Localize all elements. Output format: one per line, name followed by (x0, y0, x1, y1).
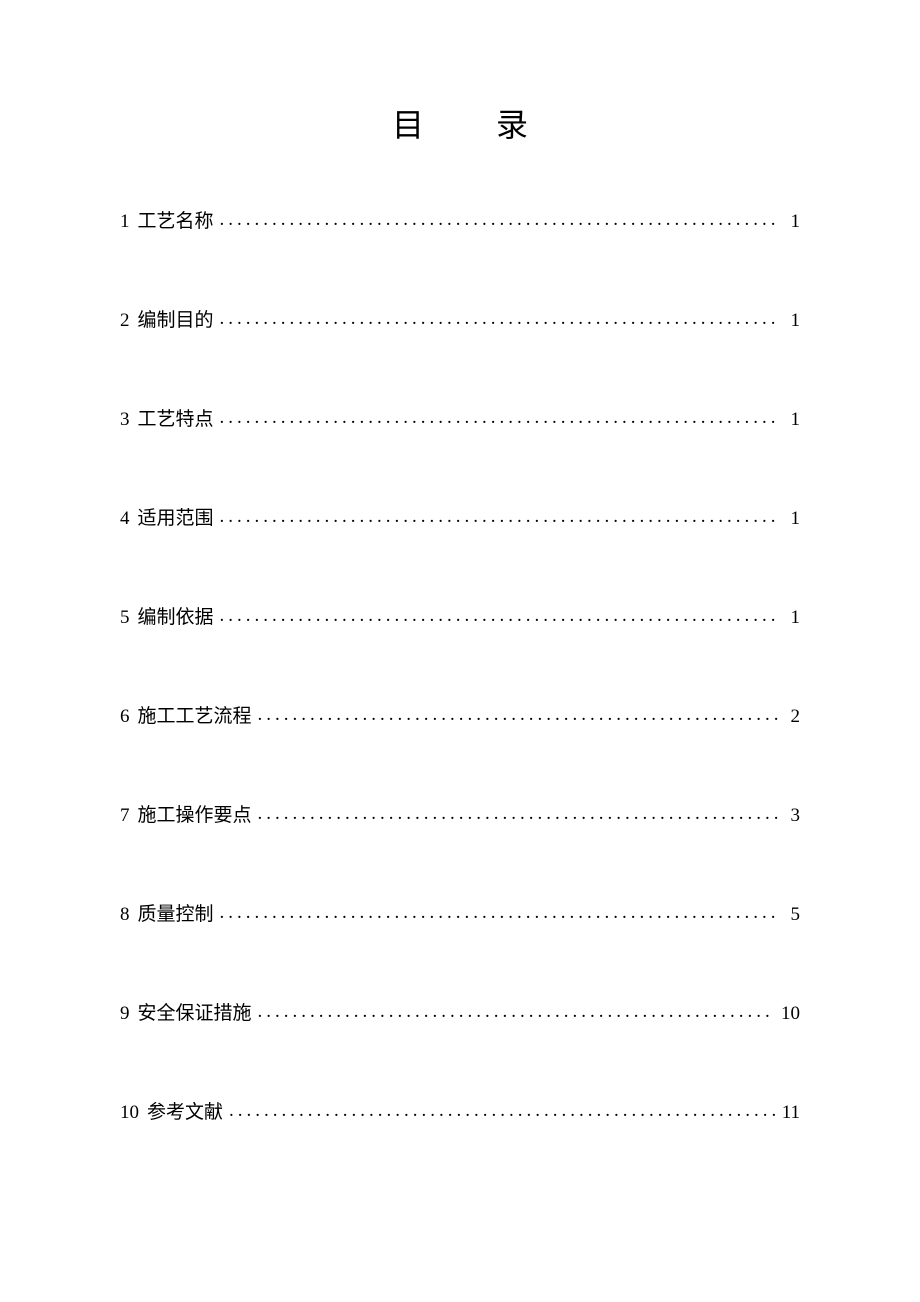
toc-entry-page: 5 (784, 904, 800, 926)
toc-dot-leader (220, 209, 778, 231)
toc-dot-leader (258, 803, 778, 825)
toc-entry-page: 1 (784, 409, 800, 431)
toc-entry: 9 安全保证措施 10 (120, 998, 800, 1025)
toc-entry-page: 1 (784, 508, 800, 530)
toc-entry-page: 10 (781, 1003, 800, 1025)
toc-entry-label: 编制依据 (138, 602, 214, 629)
toc-entry-page: 3 (784, 805, 800, 827)
toc-entry-number: 9 (120, 1003, 130, 1025)
toc-dot-leader (258, 1001, 775, 1023)
toc-entry-number: 4 (120, 508, 130, 530)
toc-entry-number: 1 (120, 211, 130, 233)
toc-entry: 10 参考文献 11 (120, 1097, 800, 1124)
toc-entry-number: 8 (120, 904, 130, 926)
toc-entry-label: 工艺名称 (138, 206, 214, 233)
toc-entry-label: 参考文献 (147, 1097, 223, 1124)
toc-entry-page: 2 (784, 706, 800, 728)
toc-entry: 4 适用范围 1 (120, 503, 800, 530)
toc-entry: 8 质量控制 5 (120, 899, 800, 926)
toc-entry-number: 3 (120, 409, 130, 431)
toc-container: 1 工艺名称 1 2 编制目的 1 3 工艺特点 1 4 适用范围 1 5 编制… (120, 206, 800, 1124)
toc-entry-page: 11 (782, 1102, 800, 1124)
toc-entry-number: 6 (120, 706, 130, 728)
toc-dot-leader (258, 704, 778, 726)
toc-entry-label: 施工操作要点 (138, 800, 252, 827)
toc-dot-leader (229, 1100, 776, 1122)
toc-entry-label: 质量控制 (138, 899, 214, 926)
toc-entry: 3 工艺特点 1 (120, 404, 800, 431)
toc-entry-label: 编制目的 (138, 305, 214, 332)
toc-dot-leader (220, 605, 778, 627)
toc-entry-label: 适用范围 (138, 503, 214, 530)
toc-entry: 5 编制依据 1 (120, 602, 800, 629)
toc-entry: 2 编制目的 1 (120, 305, 800, 332)
toc-entry-label: 安全保证措施 (138, 998, 252, 1025)
toc-entry: 7 施工操作要点 3 (120, 800, 800, 827)
toc-entry-page: 1 (784, 310, 800, 332)
toc-entry-number: 7 (120, 805, 130, 827)
toc-dot-leader (220, 308, 778, 330)
toc-dot-leader (220, 506, 778, 528)
page-title: 目 录 (120, 100, 800, 146)
toc-entry-label: 施工工艺流程 (138, 701, 252, 728)
toc-dot-leader (220, 902, 778, 924)
toc-entry: 1 工艺名称 1 (120, 206, 800, 233)
toc-dot-leader (220, 407, 778, 429)
toc-entry-label: 工艺特点 (138, 404, 214, 431)
toc-entry-number: 2 (120, 310, 130, 332)
toc-entry-number: 10 (120, 1102, 139, 1124)
toc-entry-number: 5 (120, 607, 130, 629)
toc-entry: 6 施工工艺流程 2 (120, 701, 800, 728)
toc-entry-page: 1 (784, 607, 800, 629)
toc-entry-page: 1 (784, 211, 800, 233)
